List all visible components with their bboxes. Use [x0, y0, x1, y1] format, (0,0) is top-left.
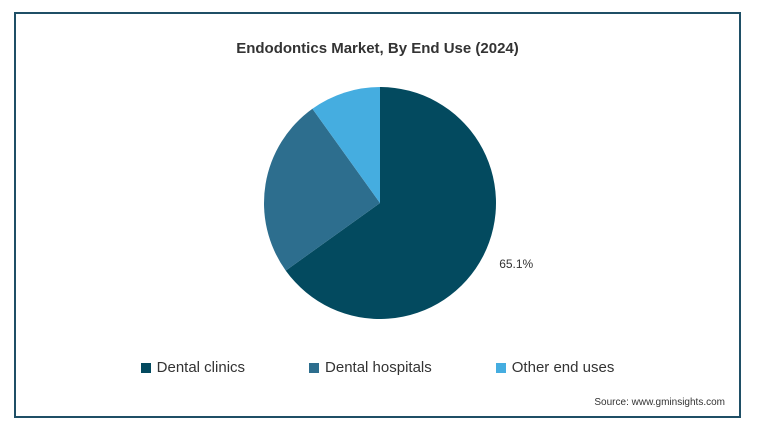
source-note: Source: www.gminsights.com: [594, 397, 725, 408]
legend-label-other-end-uses: Other end uses: [511, 359, 615, 376]
legend-swatch-other-end-uses: [495, 362, 506, 373]
pie-slice-dental-hospitals: [264, 108, 380, 271]
pie-data-label-dental-clinics: 65.1%: [499, 257, 533, 271]
pie-slice-other-end-uses: [312, 87, 380, 203]
pie-slices: [264, 87, 496, 320]
legend-swatch-dental-hospitals: [309, 362, 320, 373]
legend-item-dental-hospitals: Dental hospitals: [309, 359, 432, 376]
chart-frame: Endodontics Market, By End Use (2024) 65…: [14, 12, 741, 418]
pie-slice-dental-clinics: [285, 87, 496, 320]
chart-legend: Dental clinics Dental hospitals Other en…: [16, 359, 739, 376]
pie-data-labels: 65.1%: [499, 257, 533, 271]
legend-item-other-end-uses: Other end uses: [495, 359, 615, 376]
legend-item-dental-clinics: Dental clinics: [140, 359, 246, 376]
legend-swatch-dental-clinics: [140, 362, 151, 373]
legend-label-dental-clinics: Dental clinics: [156, 359, 246, 376]
pie-chart: 65.1%: [264, 87, 534, 320]
chart-title: Endodontics Market, By End Use (2024): [236, 40, 519, 57]
legend-label-dental-hospitals: Dental hospitals: [325, 359, 432, 376]
